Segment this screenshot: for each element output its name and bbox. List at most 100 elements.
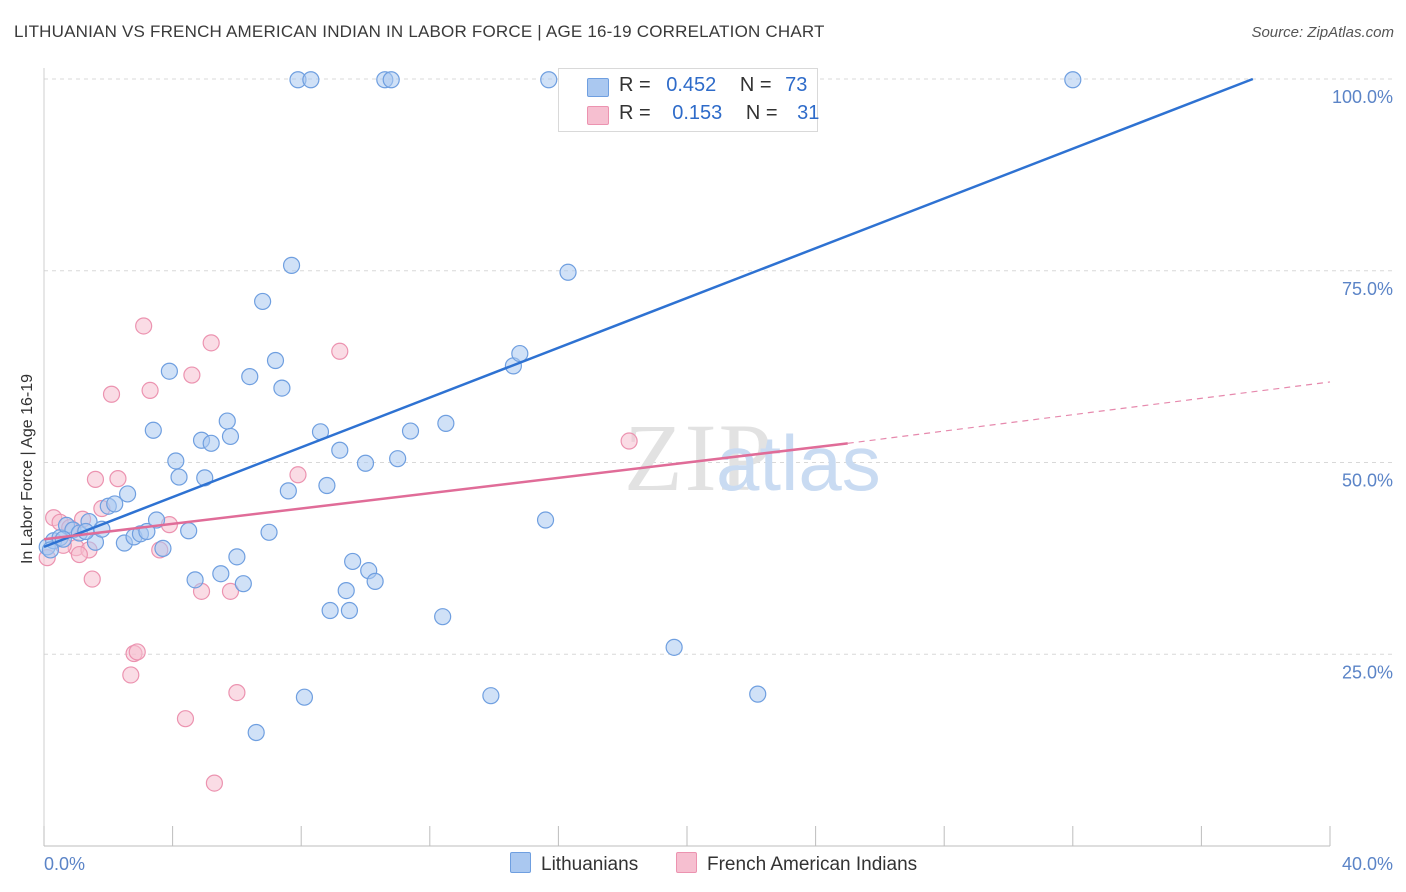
tick-labels: 25.0% 50.0% 75.0% 100.0% 0.0% 40.0% bbox=[44, 87, 1393, 874]
data-point bbox=[536, 511, 555, 529]
data-point bbox=[559, 263, 577, 281]
legend-n-label: N = bbox=[739, 74, 772, 96]
y-tick-label: 100.0% bbox=[1332, 87, 1393, 107]
data-point bbox=[540, 71, 558, 89]
data-point bbox=[1064, 71, 1082, 89]
data-point bbox=[205, 774, 223, 792]
chart-title: LITHUANIAN VS FRENCH AMERICAN INDIAN IN … bbox=[14, 22, 825, 41]
data-point bbox=[289, 466, 307, 484]
bottom-legend-label: Lithuanians bbox=[541, 854, 639, 875]
legend-r-label: R = bbox=[619, 102, 651, 124]
data-point bbox=[389, 450, 407, 468]
points-french-american-indians bbox=[38, 317, 638, 792]
data-point bbox=[160, 362, 178, 380]
data-point bbox=[176, 710, 195, 728]
data-point bbox=[318, 476, 336, 495]
data-point bbox=[254, 292, 272, 311]
points-lithuanians bbox=[38, 71, 1082, 742]
legend-n-value: 31 bbox=[797, 102, 820, 124]
watermark: ZIP atlas bbox=[624, 404, 881, 511]
data-point bbox=[337, 581, 355, 600]
legend-r-label: R = bbox=[619, 74, 651, 96]
legend-r-value: 0.153 bbox=[672, 102, 723, 124]
data-point bbox=[511, 344, 529, 363]
data-point bbox=[141, 381, 159, 400]
trend-lines bbox=[43, 77, 1331, 549]
data-point bbox=[620, 432, 638, 450]
data-point bbox=[202, 434, 220, 452]
data-point bbox=[147, 511, 166, 529]
data-point bbox=[180, 522, 198, 540]
data-point bbox=[183, 366, 201, 384]
data-point bbox=[170, 468, 188, 486]
data-point bbox=[665, 638, 683, 656]
data-point bbox=[366, 572, 384, 590]
data-point bbox=[128, 643, 146, 661]
data-point bbox=[70, 545, 88, 564]
data-point bbox=[749, 685, 767, 703]
watermark-atlas: atlas bbox=[716, 419, 881, 507]
data-point bbox=[247, 723, 265, 742]
legend-swatch-blue bbox=[587, 78, 609, 97]
data-point bbox=[437, 414, 455, 432]
data-point bbox=[356, 454, 375, 472]
axes bbox=[43, 68, 1331, 847]
data-point bbox=[221, 582, 240, 600]
x-tick-label: 0.0% bbox=[44, 854, 85, 874]
data-point bbox=[118, 485, 137, 503]
trend-line-extension bbox=[847, 381, 1331, 444]
data-point bbox=[186, 571, 204, 589]
x-tick-label: 40.0% bbox=[1342, 854, 1393, 874]
bottom-legend-french-american-indians: French American Indians bbox=[676, 852, 917, 876]
data-point bbox=[302, 71, 320, 89]
data-point bbox=[228, 548, 246, 566]
legend-row-lithuanians: R = 0.452 N = 73 bbox=[587, 74, 807, 97]
legend-n-value: 73 bbox=[785, 74, 808, 96]
data-point bbox=[221, 427, 240, 446]
data-point bbox=[434, 608, 452, 626]
data-point bbox=[218, 412, 236, 430]
legend-swatch-pink bbox=[587, 106, 609, 125]
legend-row-french-american-indians: R = 0.153 N = 31 bbox=[587, 102, 819, 125]
data-point bbox=[282, 256, 301, 274]
data-point bbox=[122, 666, 140, 684]
y-tick-label: 25.0% bbox=[1342, 662, 1393, 682]
watermark-zip: ZIP bbox=[624, 404, 774, 511]
data-point bbox=[135, 317, 153, 335]
data-point bbox=[86, 470, 105, 488]
data-point bbox=[401, 422, 420, 440]
data-point bbox=[260, 523, 278, 541]
data-point bbox=[241, 367, 259, 386]
source-label: Source: ZipAtlas.com bbox=[1251, 24, 1394, 41]
stats-legend: R = 0.452 N = 73 R = 0.153 N = 31 bbox=[558, 68, 819, 132]
data-point bbox=[321, 601, 339, 620]
data-point bbox=[154, 539, 172, 558]
data-point bbox=[331, 342, 349, 360]
data-point bbox=[212, 565, 230, 583]
data-point bbox=[202, 334, 220, 352]
data-point bbox=[234, 575, 252, 593]
data-point bbox=[83, 570, 101, 588]
data-point bbox=[228, 683, 246, 702]
legend-r-value: 0.452 bbox=[666, 74, 717, 96]
data-point bbox=[331, 441, 349, 459]
data-point bbox=[382, 71, 400, 89]
data-point bbox=[279, 482, 297, 500]
bottom-legend-swatch-blue bbox=[510, 852, 531, 873]
data-point bbox=[109, 470, 127, 488]
data-point bbox=[340, 601, 359, 620]
bottom-legend-lithuanians: Lithuanians bbox=[510, 852, 638, 876]
y-tick-label: 75.0% bbox=[1342, 279, 1393, 299]
data-point bbox=[482, 687, 500, 705]
legend-n-label: N = bbox=[745, 102, 778, 124]
data-point bbox=[295, 688, 314, 706]
data-point bbox=[144, 421, 162, 439]
data-point bbox=[106, 495, 124, 513]
data-point bbox=[344, 552, 362, 571]
trend-line-french-american-indians bbox=[43, 442, 848, 541]
y-tick-label: 50.0% bbox=[1342, 471, 1393, 491]
data-point bbox=[266, 351, 285, 370]
data-point bbox=[273, 379, 291, 397]
bottom-legend-label: French American Indians bbox=[707, 854, 918, 875]
